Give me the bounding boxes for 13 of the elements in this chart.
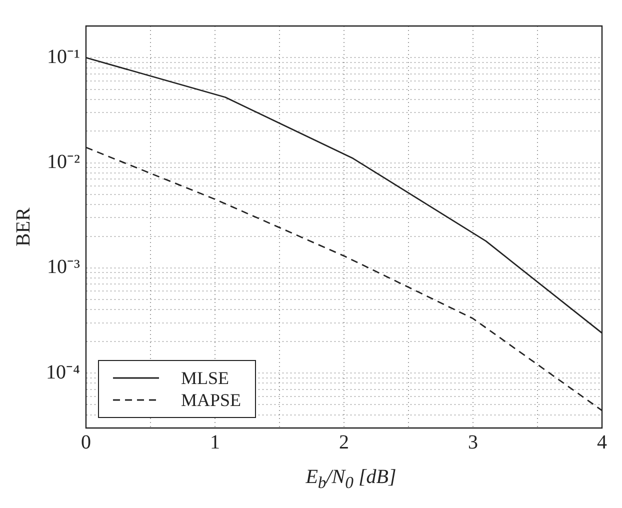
x-tick-label: 4	[597, 431, 607, 454]
x-tick-label: 3	[468, 431, 478, 454]
y-axis-title: BER	[12, 206, 34, 246]
y-tick-label: 10⁻²	[46, 151, 80, 174]
x-tick-label: 1	[210, 431, 220, 454]
x-tick-label: 2	[338, 431, 349, 454]
y-tick-label: 10⁻³	[46, 256, 80, 278]
x-tick-label: 0	[80, 431, 91, 454]
y-tick-label: 10⁻⁴	[46, 361, 80, 384]
y-tick-label: 10⁻¹	[46, 46, 80, 68]
legend-label: MLSE	[180, 367, 229, 389]
legend-label: MAPSE	[180, 389, 241, 411]
x-axis-title: E$_{b}$/N$_{0}$ [dB]	[304, 466, 398, 493]
